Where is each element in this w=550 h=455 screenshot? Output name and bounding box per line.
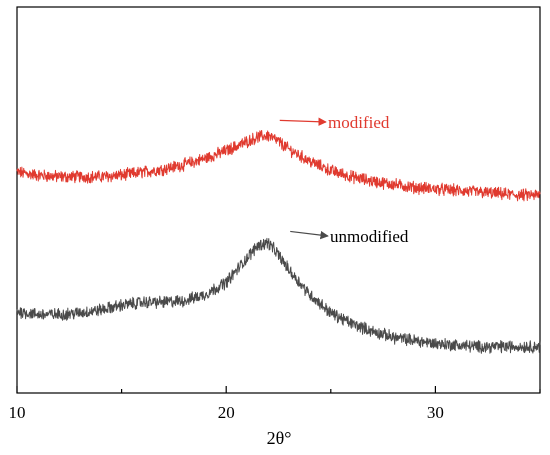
x-tick-label: 10 xyxy=(9,403,26,422)
x-tick-label: 20 xyxy=(218,403,235,422)
annotation-arrow-unmodified xyxy=(290,230,329,240)
annotation-arrow-modified xyxy=(279,117,327,126)
series-layer xyxy=(16,130,541,354)
annotation-modified-label: modified xyxy=(328,113,390,132)
x-tick-label: 30 xyxy=(427,403,444,422)
x-axis-ticks xyxy=(16,386,541,393)
annotation-unmodified-label: unmodified xyxy=(330,227,409,246)
series-line-unmodified xyxy=(16,237,541,354)
series-line-modified xyxy=(16,130,541,202)
x-axis-label: 2θ° xyxy=(267,428,292,448)
plot-frame xyxy=(16,6,541,394)
annotations-layer xyxy=(279,117,329,240)
